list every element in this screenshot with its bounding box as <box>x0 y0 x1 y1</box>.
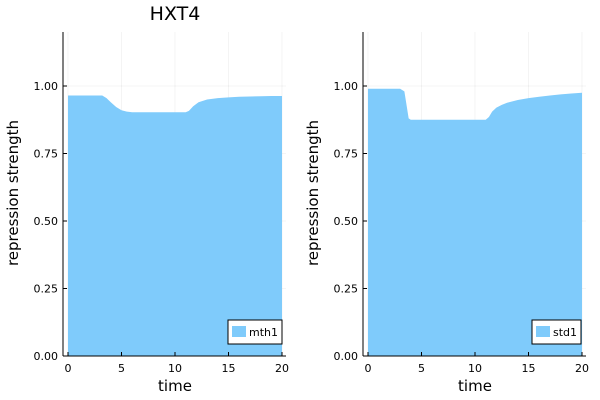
x-tick-label: 15 <box>222 362 236 375</box>
y-ticks: 0.00 0.25 0.50 0.75 1.00 <box>34 80 67 363</box>
legend-label: mth1 <box>249 326 278 339</box>
x-tick-label: 5 <box>418 362 425 375</box>
chart-title: HXT4 <box>150 3 201 25</box>
x-tick-label: 20 <box>575 362 589 375</box>
x-ticks: 0 5 10 15 20 <box>65 352 289 375</box>
y-axis-label: repression strength <box>4 120 22 266</box>
y-axis-label: repression strength <box>304 120 322 266</box>
legend: std1 <box>531 319 582 345</box>
area-series-mth1 <box>68 95 282 356</box>
panel-std1: 0.00 0.25 0.50 0.75 1.00 0 5 10 15 20 time repre… <box>304 32 589 395</box>
y-tick-label: 0.50 <box>34 215 59 228</box>
x-ticks: 0 5 10 15 20 <box>365 352 589 375</box>
x-tick-label: 0 <box>65 362 72 375</box>
legend-swatch <box>536 326 550 337</box>
y-tick-label: 0.25 <box>34 283 59 296</box>
x-tick-label: 10 <box>168 362 182 375</box>
y-tick-label: 0.75 <box>334 148 359 161</box>
x-tick-label: 0 <box>365 362 372 375</box>
x-axis-label: time <box>158 377 192 395</box>
legend: mth1 <box>227 319 283 345</box>
y-tick-label: 0.50 <box>334 215 359 228</box>
y-ticks: 0.00 0.25 0.50 0.75 1.00 <box>334 80 367 363</box>
x-tick-label: 15 <box>522 362 536 375</box>
y-tick-label: 0.00 <box>34 350 59 363</box>
x-axis-label: time <box>458 377 492 395</box>
legend-label: std1 <box>553 326 577 339</box>
legend-swatch <box>232 326 246 337</box>
y-tick-label: 1.00 <box>334 80 359 93</box>
y-tick-label: 0.25 <box>334 283 359 296</box>
y-tick-label: 1.00 <box>34 80 59 93</box>
x-tick-label: 10 <box>468 362 482 375</box>
panel-hxt4-mth1: HXT4 0.000.250.500.751.00 0 5 10 15 20 time … <box>4 3 289 395</box>
x-tick-label: 5 <box>118 362 125 375</box>
area-series-std1 <box>368 88 582 356</box>
y-tick-label: 0.00 <box>334 350 359 363</box>
y-tick-label: 0.75 <box>34 148 59 161</box>
x-tick-label: 20 <box>275 362 289 375</box>
